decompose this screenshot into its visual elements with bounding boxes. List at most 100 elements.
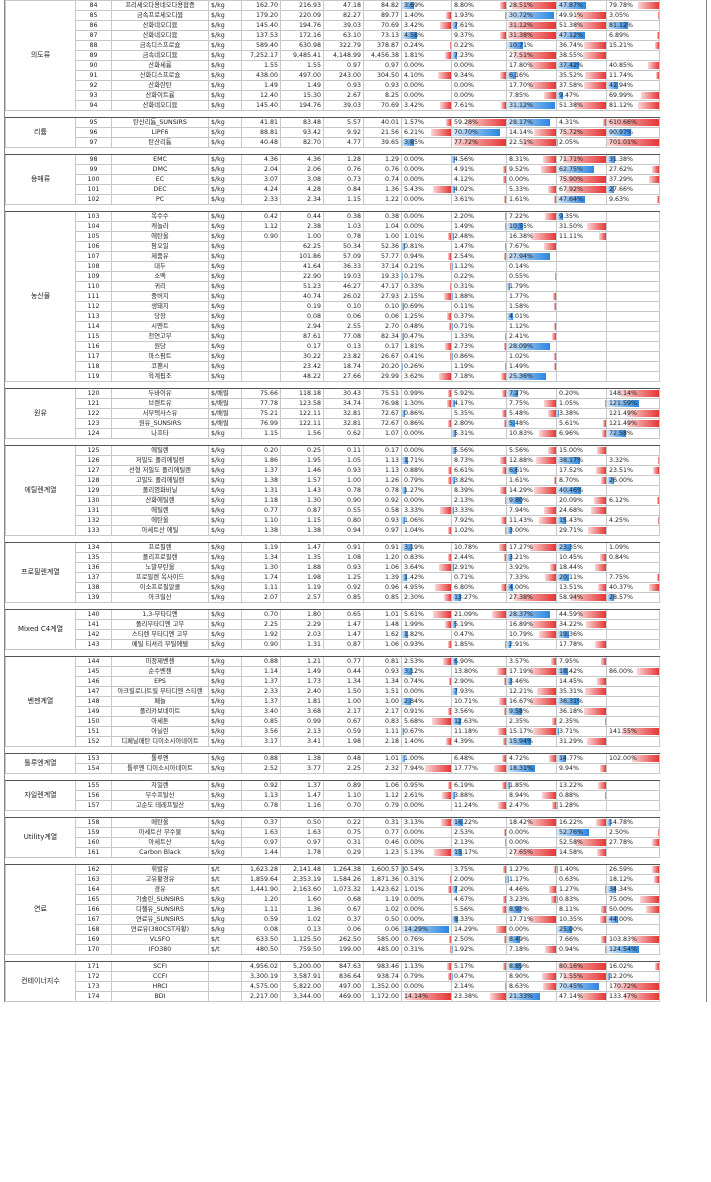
data-bar bbox=[539, 631, 556, 638]
change-cell-p3: 27.51% bbox=[506, 50, 557, 61]
change-cell-p5 bbox=[606, 211, 660, 222]
data-bar bbox=[450, 263, 451, 270]
change-value: 1.28% bbox=[559, 802, 580, 809]
change-value: 13.51% bbox=[559, 584, 584, 591]
change-cell-p2: 5.56% bbox=[451, 904, 507, 915]
change-value: 3.13% bbox=[404, 819, 425, 826]
v1-cell: 0.90 bbox=[241, 639, 281, 650]
data-bar bbox=[560, 176, 606, 183]
v2-cell: 2.29 bbox=[280, 619, 324, 630]
table-row: 127 선형 저밀도 폴리에틸렌 $/kg 1.37 1.46 0.93 1.13 0.88%… bbox=[6, 465, 709, 476]
change-cell-p1: 0.00% bbox=[401, 154, 452, 165]
v1-cell: 76.99 bbox=[241, 418, 281, 429]
change-cell-p4: 7.66% bbox=[556, 934, 607, 945]
change-cell-p5: 3.05% bbox=[606, 10, 660, 21]
change-value: 9.94% bbox=[559, 765, 580, 772]
data-bar bbox=[554, 866, 556, 873]
name-cell: 아세트산 에틸 bbox=[111, 525, 209, 536]
v1-cell: 1.11 bbox=[241, 582, 281, 593]
name-cell: 폴리카보네이트 bbox=[111, 706, 209, 717]
change-cell-p4 bbox=[556, 251, 607, 262]
change-cell-p5: 27.62% bbox=[606, 164, 660, 175]
data-bar bbox=[601, 430, 606, 437]
unit-cell: $/kg bbox=[208, 10, 242, 21]
data-bar bbox=[513, 52, 556, 59]
data-bar bbox=[534, 129, 556, 136]
v4-cell: 57.77 bbox=[363, 251, 402, 262]
table-row: 147 아크릴로니트릴 부타디엔 스티렌 $/kg 2.33 2.40 1.50 1.51 0… bbox=[6, 686, 709, 697]
data-bar bbox=[447, 233, 451, 240]
change-cell-p2: 4.12% bbox=[451, 174, 507, 185]
data-bar bbox=[541, 166, 556, 173]
data-bar bbox=[560, 129, 606, 136]
change-cell-p5: 4.25% bbox=[606, 515, 660, 526]
data-bar bbox=[607, 156, 616, 163]
data-bar bbox=[507, 32, 556, 39]
v3-cell: 2.17 bbox=[323, 706, 364, 717]
change-value: 0.00% bbox=[454, 82, 475, 89]
change-cell-p2: 7.18% bbox=[451, 371, 507, 382]
table-row: 113 당장 $/kg 0.08 0.06 0.06 1.25% 0.37% 4.01% bbox=[6, 311, 709, 322]
change-cell-p1: 1.25% bbox=[401, 311, 452, 322]
v2-cell: 3.68 bbox=[280, 706, 324, 717]
change-value: 9.52% bbox=[509, 166, 530, 173]
table-row: 99 DMC $/kg 2.04 2.06 0.76 0.76 0.00% 4.91% 9.52%… bbox=[6, 164, 709, 175]
data-bar bbox=[505, 223, 506, 230]
change-cell-p2: 77.72% bbox=[451, 137, 507, 148]
name-cell: 스티렌 부타디엔 고무 bbox=[111, 629, 209, 640]
change-value: 4.67% bbox=[454, 896, 475, 903]
change-value: 8.11% bbox=[559, 906, 580, 913]
data-bar bbox=[502, 410, 506, 417]
data-bar bbox=[433, 186, 451, 193]
change-cell-p3: 17.27% bbox=[506, 542, 557, 553]
table-row: 173 HRCI 4,575.00 5,822.00 497.00 1,352.00 0.0… bbox=[6, 981, 709, 992]
v4-cell: 20.20 bbox=[363, 361, 402, 372]
data-bar bbox=[542, 973, 556, 980]
change-value: 49.91% bbox=[559, 12, 584, 19]
table-row: 97 탄산리튬 $/kg 40.48 82.70 4.77 39.65 3.65% 77.72%… bbox=[6, 137, 709, 148]
change-value: 0.00% bbox=[404, 802, 425, 809]
change-value: 8.49% bbox=[509, 936, 530, 943]
unit-cell: $/kg bbox=[208, 817, 242, 828]
data-bar bbox=[448, 973, 451, 980]
v3-cell: 1.15 bbox=[323, 194, 364, 205]
no-cell: 89 bbox=[75, 50, 112, 61]
data-bar bbox=[584, 688, 606, 695]
change-value: 3.33% bbox=[454, 507, 475, 514]
data-bar bbox=[585, 621, 606, 628]
unit-cell: $/kg bbox=[208, 341, 242, 352]
change-cell-p2: 4.39% bbox=[451, 736, 507, 747]
v3-cell: 0.93 bbox=[323, 562, 364, 573]
v4-cell: 1.11 bbox=[363, 726, 402, 737]
table-row: 118 코팬시 $/kg 23.42 18.74 20.20 0.26% 1.19% 1.49% bbox=[6, 361, 709, 372]
change-value: 1.01% bbox=[404, 233, 425, 240]
change-value: 121.49% bbox=[609, 410, 638, 417]
change-value: 47.12% bbox=[559, 32, 584, 39]
change-value: 31.38% bbox=[509, 32, 534, 39]
change-cell-p4: 14.77% bbox=[556, 753, 607, 764]
change-cell-p4: 6.96% bbox=[556, 428, 607, 439]
data-bar bbox=[557, 139, 559, 146]
data-bar bbox=[450, 946, 451, 953]
data-bar bbox=[496, 668, 506, 675]
change-cell-p4: 15.43% bbox=[556, 515, 607, 526]
change-cell-p5 bbox=[606, 706, 660, 717]
group-separator bbox=[5, 602, 709, 610]
change-cell-p2: 2.13% bbox=[451, 495, 507, 506]
no-cell: 108 bbox=[75, 261, 112, 272]
change-value: 2.90% bbox=[454, 678, 475, 685]
v2-cell: 1.47 bbox=[280, 790, 324, 801]
v1-cell: 1.12 bbox=[241, 221, 281, 232]
unit-cell: $/kg bbox=[208, 609, 242, 620]
change-cell-p4: 14.58% bbox=[556, 847, 607, 858]
table-row: 152 디페닐메탄 디이소시아네이트 $/kg 3.17 3.41 1.98 2.18 1.4… bbox=[6, 736, 709, 747]
change-value: 1.12% bbox=[509, 323, 530, 330]
change-value: 0.00% bbox=[404, 62, 425, 69]
change-cell-p1: 0.48% bbox=[401, 321, 452, 332]
v2-cell: 1.56 bbox=[280, 428, 324, 439]
change-cell-p1: 0.00% bbox=[401, 174, 452, 185]
change-value: 3.46% bbox=[509, 678, 530, 685]
data-bar bbox=[448, 554, 451, 561]
change-cell-p5 bbox=[606, 291, 660, 302]
data-bar bbox=[501, 755, 506, 762]
